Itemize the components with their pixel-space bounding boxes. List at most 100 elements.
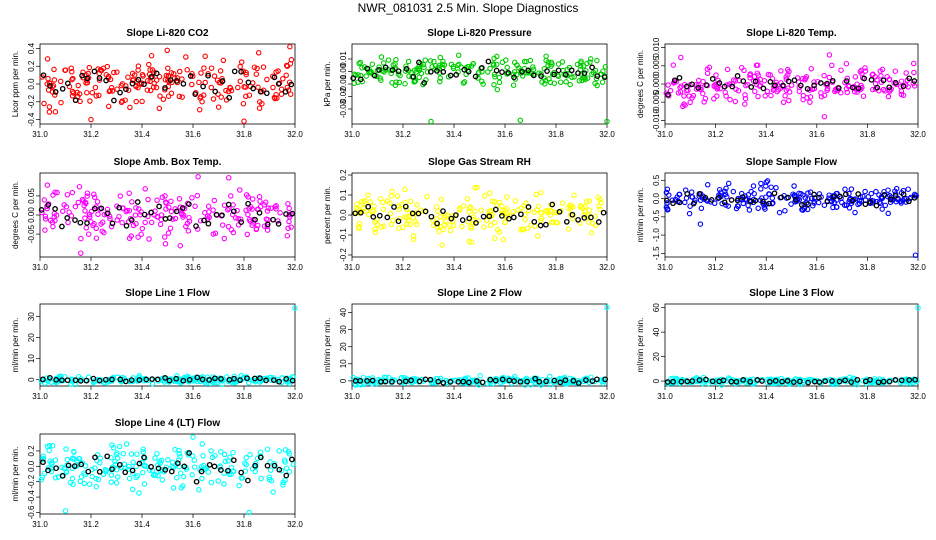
y-tick-label: 0.00: [339, 63, 348, 79]
data-point: [441, 62, 448, 68]
data-point: [802, 195, 809, 201]
reference-point: [64, 215, 71, 221]
data-point: [518, 205, 525, 211]
data-point: [569, 74, 575, 81]
reference-point: [212, 375, 218, 382]
data-point: [757, 82, 764, 88]
reference-point: [733, 378, 740, 385]
data-point: [494, 53, 500, 60]
y-tick-label: -0.2: [27, 94, 36, 108]
data-point: [165, 457, 171, 463]
data-point: [267, 467, 274, 473]
data-point: [142, 219, 148, 226]
x-tick-label: 31.2: [708, 392, 724, 401]
data-point: [827, 376, 834, 383]
reference-point: [109, 220, 116, 227]
reference-point: [670, 200, 676, 207]
data-point: [384, 198, 391, 204]
data-point: [534, 233, 541, 239]
data-point: [753, 62, 760, 69]
reference-point: [270, 216, 276, 223]
data-point: [500, 236, 507, 243]
data-point: [510, 209, 516, 215]
y-tick-label: 0: [27, 377, 36, 382]
reference-point: [525, 204, 532, 210]
reference-point: [709, 378, 716, 385]
reference-point: [600, 209, 607, 216]
reference-point: [283, 472, 290, 479]
data-point: [215, 478, 221, 484]
data-point: [761, 201, 767, 207]
data-point: [353, 205, 360, 211]
data-point: [769, 195, 776, 201]
reference-point: [78, 461, 85, 468]
reference-point: [104, 453, 111, 460]
data-point: [151, 69, 157, 75]
data-point: [746, 207, 753, 213]
reference-point: [64, 80, 71, 87]
data-point: [45, 464, 52, 471]
reference-point: [111, 97, 117, 104]
data-point: [290, 461, 297, 467]
reference-point: [263, 90, 270, 97]
x-tick-label: 31.8: [236, 130, 252, 139]
reference-point: [824, 198, 831, 205]
reference-point: [868, 77, 875, 83]
reference-point: [421, 80, 428, 86]
y-tick-label: 30: [27, 312, 36, 321]
x-tick-label: 31.6: [497, 130, 513, 139]
reference-point: [689, 378, 696, 384]
data-point: [782, 208, 788, 214]
data-point: [205, 71, 211, 77]
data-point: [374, 216, 381, 223]
x-tick-label: 32.0: [910, 130, 926, 139]
x-tick-label: 31.2: [83, 392, 99, 401]
reference-point: [511, 378, 517, 384]
data-point: [285, 200, 291, 207]
y-tick-label: -0.6: [27, 505, 36, 519]
y-axis-label: degrees C per min.: [11, 181, 20, 249]
reference-point: [472, 73, 479, 80]
data-point: [179, 94, 185, 100]
reference-point: [98, 205, 105, 212]
reference-point: [772, 377, 779, 384]
data-point: [189, 195, 195, 201]
data-point: [247, 451, 253, 458]
reference-point: [427, 68, 434, 75]
data-point: [470, 60, 477, 67]
reference-point: [148, 463, 154, 470]
data-point: [496, 79, 503, 86]
reference-point: [434, 220, 440, 227]
data-point: [253, 71, 260, 77]
reference-point: [153, 70, 160, 77]
data-point: [387, 210, 394, 217]
data-point: [380, 60, 387, 66]
x-tick-label: 31.4: [134, 130, 150, 139]
data-point: [367, 199, 373, 205]
data-point: [741, 67, 747, 74]
data-point: [525, 207, 532, 214]
data-point: [86, 214, 93, 220]
reference-point: [357, 377, 364, 384]
data-point: [596, 203, 602, 209]
data-point: [502, 219, 508, 225]
data-point: [197, 217, 204, 224]
data-point: [276, 448, 282, 454]
data-point: [768, 92, 774, 99]
reference-point: [766, 200, 772, 207]
reference-point: [162, 375, 168, 381]
y-tick-label: -0.02: [339, 87, 348, 106]
x-tick-label: 31.4: [134, 392, 150, 401]
data-point: [170, 216, 176, 222]
data-point: [156, 73, 163, 80]
data-point: [97, 460, 103, 466]
data-point: [750, 183, 757, 189]
scatter-points: [38, 174, 296, 256]
data-point: [221, 451, 228, 458]
data-point: [194, 192, 201, 199]
data-point: [208, 448, 214, 454]
reference-point: [602, 376, 609, 383]
reference-point: [562, 71, 569, 78]
data-point: [288, 224, 294, 230]
data-point: [465, 63, 471, 70]
